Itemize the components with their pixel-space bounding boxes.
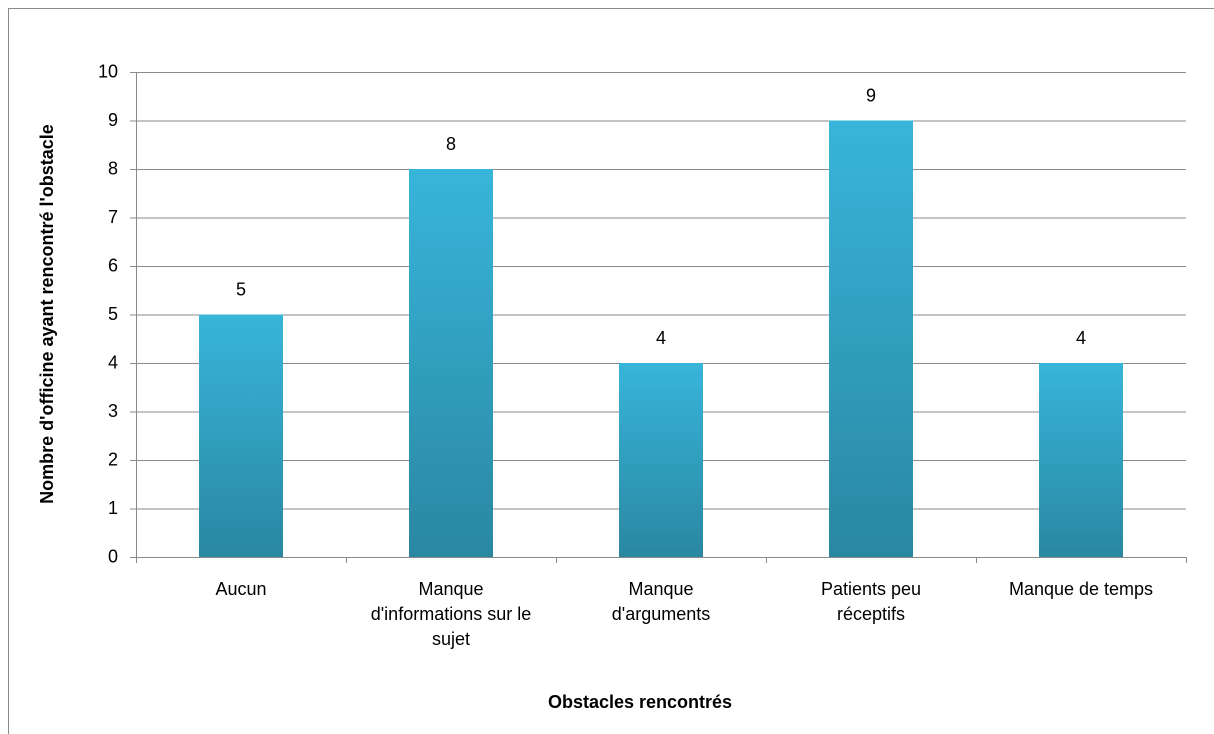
y-tick-label: 1 bbox=[108, 498, 118, 518]
chart-frame bbox=[8, 8, 1214, 734]
y-tick-label: 7 bbox=[108, 207, 118, 227]
x-tick-label: Manque de temps bbox=[1008, 579, 1154, 599]
data-label: 4 bbox=[1076, 328, 1086, 348]
x-tick-label: Manque d'informations sur le sujet bbox=[370, 579, 532, 649]
x-axis-title: Obstacles rencontrés bbox=[548, 692, 732, 712]
y-tick-label: 8 bbox=[108, 158, 118, 178]
y-tick-label: 3 bbox=[108, 401, 118, 421]
y-tick-label: 10 bbox=[98, 61, 118, 81]
x-tick-label: Aucun bbox=[215, 579, 267, 599]
bar bbox=[1039, 363, 1123, 557]
y-tick-label: 4 bbox=[108, 352, 118, 372]
y-tick-label: 5 bbox=[108, 304, 118, 324]
data-label: 9 bbox=[866, 85, 876, 105]
data-label: 5 bbox=[236, 279, 246, 299]
y-tick-label: 9 bbox=[108, 110, 118, 130]
y-axis-title: Nombre d'officine ayant rencontré l'obst… bbox=[37, 124, 57, 504]
data-label: 8 bbox=[446, 134, 456, 154]
x-tick-label: Patients peu réceptifs bbox=[820, 579, 922, 624]
y-tick-label: 6 bbox=[108, 255, 118, 275]
data-label: 4 bbox=[656, 328, 666, 348]
bar bbox=[829, 120, 913, 557]
bar bbox=[619, 363, 703, 557]
y-tick-label: 0 bbox=[108, 546, 118, 566]
bar bbox=[199, 314, 283, 557]
x-tick-label: Manque d'arguments bbox=[611, 579, 711, 624]
bar bbox=[409, 169, 493, 557]
y-tick-label: 2 bbox=[108, 449, 118, 469]
